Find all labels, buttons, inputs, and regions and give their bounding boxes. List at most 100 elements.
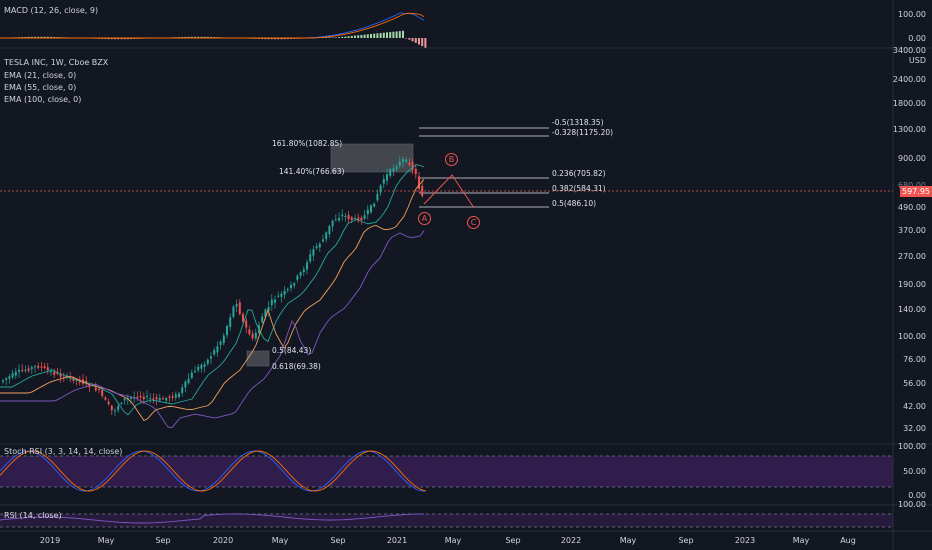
- candle-body: [395, 166, 398, 170]
- stoch-axis-label: 100.00: [898, 442, 926, 451]
- time-axis-label: Aug: [840, 536, 856, 545]
- candle-body: [5, 378, 8, 380]
- macd-histogram-bar: [373, 33, 376, 38]
- macd-legend[interactable]: MACD (12, 26, close, 9): [4, 6, 99, 15]
- macd-histogram-bar: [347, 36, 350, 38]
- candle-body: [331, 220, 334, 227]
- time-axis-label: 2019: [39, 536, 61, 545]
- candle-body: [248, 329, 251, 335]
- candle-body: [139, 396, 142, 398]
- candle-body: [408, 162, 411, 165]
- candle-body: [178, 393, 180, 398]
- candle-body: [296, 275, 299, 280]
- macd-histogram-bar: [114, 38, 116, 40]
- candle-body: [405, 159, 408, 162]
- candle-body: [146, 396, 148, 398]
- candle-body: [270, 299, 273, 305]
- fib-label-5: 0.5(486.10): [552, 199, 597, 208]
- candle-body: [421, 185, 424, 197]
- candle-body: [136, 396, 139, 398]
- candle-body: [242, 314, 244, 322]
- stoch-legend[interactable]: Stoch RSI (3, 3, 14, 14, close): [4, 447, 123, 456]
- macd-histogram-bar: [325, 37, 328, 38]
- time-axis-label: 2023: [734, 536, 756, 545]
- rsi-legend[interactable]: RSI (14, close): [4, 511, 62, 520]
- wave-a-marker[interactable]: A: [418, 212, 431, 225]
- symbol-legend[interactable]: TESLA INC, 1W, Cboe BZX: [4, 58, 109, 67]
- candle-body: [168, 396, 171, 398]
- fib-label-top2: 141.40%(766.63): [279, 167, 345, 176]
- candle-body: [347, 214, 350, 220]
- time-axis-label: May: [619, 536, 637, 545]
- stoch-axis-label: 0.00: [908, 491, 926, 500]
- candle-body: [130, 397, 132, 399]
- macd-histogram-bar: [360, 34, 363, 38]
- stoch-k-line: [0, 450, 427, 492]
- time-axis-label: May: [444, 536, 462, 545]
- abc-projection: [423, 174, 475, 209]
- fib-label-382: 0.382(584.31): [552, 184, 606, 193]
- ema55-legend[interactable]: EMA (55, close, 0): [4, 83, 77, 92]
- wave-c-marker[interactable]: C: [467, 216, 480, 229]
- candle-body: [14, 371, 17, 376]
- fib-label-236: 0.236(705.82): [552, 169, 606, 178]
- rsi-line: [0, 513, 424, 524]
- candle-body: [37, 365, 40, 368]
- candle-body: [302, 269, 305, 273]
- price-axis-label: 680.00: [898, 181, 926, 191]
- macd-histogram-bar: [200, 36, 203, 38]
- macd-histogram-bar: [30, 36, 33, 38]
- candle-body: [290, 284, 292, 289]
- price-axis-label: 900.00: [898, 154, 926, 163]
- macd-histogram-bar: [126, 38, 129, 40]
- price-axis-label: 270.00: [898, 252, 926, 261]
- candle-body: [8, 376, 11, 379]
- candle-body: [200, 365, 203, 369]
- macd-histogram-bar: [37, 36, 40, 38]
- candle-body: [190, 372, 193, 379]
- candle-body: [56, 372, 59, 374]
- candle-body: [85, 380, 88, 383]
- ema21-legend[interactable]: EMA (21, close, 0): [4, 71, 77, 80]
- macd-histogram-bar: [382, 32, 385, 38]
- macd-histogram-bar: [376, 33, 379, 38]
- macd-histogram-bar: [334, 37, 337, 38]
- wave-b-marker[interactable]: B: [445, 153, 458, 166]
- macd-histogram-bar: [130, 38, 132, 40]
- candle-body: [334, 219, 337, 221]
- macd-histogram-bar: [107, 38, 110, 40]
- candle-body: [245, 320, 248, 328]
- candle-body: [123, 398, 126, 401]
- candle-body: [254, 332, 257, 339]
- macd-histogram-bar: [34, 36, 36, 38]
- candle-body: [21, 370, 24, 372]
- candle-body: [114, 410, 116, 412]
- candle-body: [219, 341, 222, 346]
- candle-body: [398, 161, 401, 166]
- candle-body: [357, 217, 360, 221]
- macd-histogram-bar: [50, 36, 52, 38]
- candle-body: [171, 396, 174, 398]
- candle-body: [165, 397, 168, 401]
- rsi-band: [0, 514, 893, 527]
- macd-histogram-bar: [261, 38, 264, 40]
- macd-histogram-bar: [354, 35, 356, 38]
- candle-body: [11, 373, 14, 378]
- candle-body: [360, 217, 363, 221]
- macd-line: [0, 12, 425, 39]
- price-axis-label: 190.00: [898, 280, 926, 289]
- macd-histogram-bar: [104, 38, 107, 40]
- macd-histogram-bar: [258, 38, 260, 39]
- macd-histogram-bar: [411, 38, 414, 42]
- macd-histogram-bar: [210, 36, 212, 38]
- price-axis-label: 1300.00: [892, 125, 926, 134]
- ema100-legend[interactable]: EMA (100, close, 0): [4, 95, 82, 104]
- candle-body: [216, 346, 219, 353]
- candle-body: [366, 209, 369, 215]
- candle-body: [286, 288, 289, 291]
- candle-body: [222, 335, 225, 344]
- candle-body: [120, 403, 123, 405]
- candle-body: [184, 381, 187, 388]
